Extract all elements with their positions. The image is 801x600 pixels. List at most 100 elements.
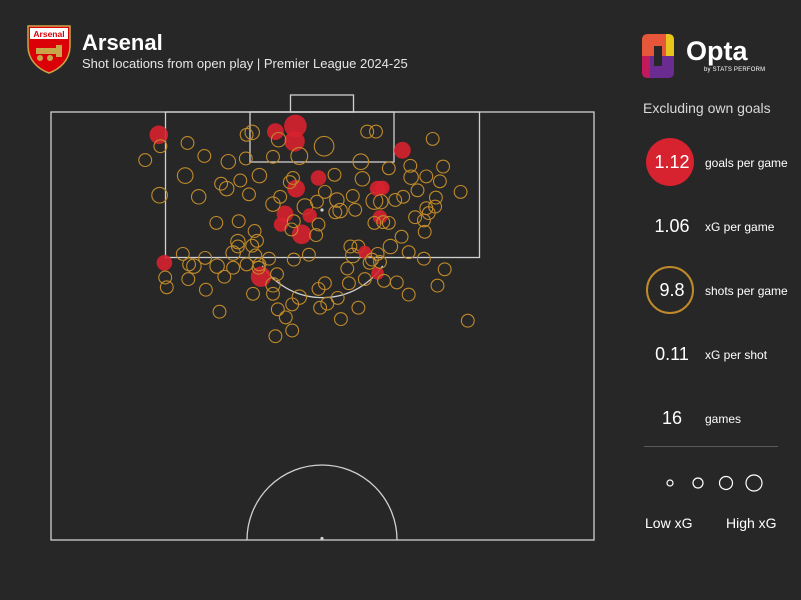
shot-marker [197, 149, 212, 163]
shot-marker [408, 210, 423, 225]
shot-marker [419, 201, 434, 216]
shot-marker [428, 190, 443, 205]
shot-marker [246, 286, 260, 301]
stat-xg-per-game: 1.06 xG per game [630, 202, 801, 252]
stat-games: 16 games [630, 394, 801, 444]
stat-value: 1.12 [654, 152, 690, 172]
own-goals-note: Excluding own goals [643, 100, 771, 116]
shot-marker [329, 192, 345, 208]
goal-frame [289, 94, 355, 113]
shot-marker [230, 239, 245, 254]
shot-marker [284, 222, 299, 237]
legend-circle-xs [666, 479, 674, 487]
goal-marker [284, 114, 307, 138]
shot-marker [410, 183, 425, 198]
shot-marker [286, 214, 301, 229]
shot-marker [313, 135, 335, 157]
legend-high-label: High xG [726, 515, 777, 531]
goal-marker [284, 131, 305, 152]
shot-marker [176, 167, 194, 184]
shot-marker [242, 187, 256, 202]
shot-marker [313, 300, 328, 315]
stat-value: 1.06 [654, 216, 690, 236]
goal-marker [375, 180, 390, 195]
pitch-markings [50, 94, 595, 541]
shot-marker [209, 258, 225, 274]
shot-marker [239, 127, 254, 142]
shot-marker [270, 131, 287, 148]
center-spot [320, 536, 324, 541]
shot-marker [266, 286, 280, 301]
stat-value: 0.11 [655, 344, 689, 364]
stat-value: 9.8 [659, 280, 685, 300]
opta-wordmark: Opta [686, 36, 748, 66]
shot-marker [233, 173, 248, 188]
shot-marker [159, 280, 174, 295]
goal-marker [156, 254, 173, 271]
opta-logo-icon [642, 34, 674, 78]
shot-marker [250, 233, 264, 248]
shot-marker [365, 252, 379, 267]
shot-marker [198, 282, 213, 297]
shot-marker [320, 296, 335, 311]
shot-marker [270, 267, 284, 282]
shot-marker [138, 153, 153, 168]
shot-marker [332, 202, 348, 219]
shot-marker [278, 310, 293, 325]
shot-marker [428, 199, 443, 214]
shot-marker [352, 153, 370, 171]
shot-marker [416, 251, 431, 266]
shot-marker [416, 213, 431, 228]
goal-marker [302, 208, 317, 223]
shot-marker [453, 184, 468, 199]
shot-marker [175, 246, 190, 261]
shot-marker [360, 124, 375, 139]
shot-marker [190, 189, 207, 205]
legend-circle-md [718, 475, 734, 491]
shot-marker [367, 215, 382, 230]
stat-value: 16 [661, 408, 683, 428]
shot-marker [238, 151, 253, 166]
shot-marker [343, 239, 358, 254]
goal-marker [149, 125, 169, 145]
goal-marker [273, 217, 289, 232]
stat-xg-per-shot: 0.11 xG per shot [630, 330, 801, 380]
shot-marker [345, 189, 360, 203]
panel-divider [644, 446, 778, 447]
shot-marker [437, 262, 452, 277]
shot-marker [376, 215, 391, 230]
shot-marker [273, 189, 288, 204]
shot-marker [327, 167, 342, 182]
shot-marker [389, 275, 404, 290]
shot-marker [220, 153, 237, 170]
shot-marker [381, 215, 396, 230]
shot-marker [309, 228, 324, 243]
goal-marker [250, 266, 272, 287]
shot-marker [217, 269, 232, 284]
shot-marker [180, 136, 195, 150]
shot-marker [382, 238, 399, 255]
shot-marker [419, 169, 434, 184]
shot-marker [181, 272, 196, 287]
shot-marker [370, 246, 385, 261]
shot-marker [158, 270, 173, 285]
shot-marker [377, 273, 391, 288]
center-circle-arc [246, 464, 398, 541]
opta-subtitle: by STATS PERFORM [704, 67, 766, 73]
goal-marker [358, 245, 372, 259]
shot-marker [282, 175, 297, 190]
goal-marker [267, 123, 284, 140]
shot-marker [251, 260, 266, 275]
stat-goals-per-game: 1.12 goals per game [630, 138, 801, 188]
xg-size-legend [666, 474, 763, 492]
shot-marker [251, 167, 268, 184]
shot-marker [301, 247, 316, 262]
shot-marker [432, 174, 447, 189]
shot-marker [186, 258, 202, 274]
team-title: Arsenal [82, 30, 163, 55]
stats-panel: Excluding own goals 1.12 goals per game … [630, 96, 801, 556]
shot-marker [262, 251, 276, 266]
goal-marker [291, 224, 312, 245]
shot-marker [247, 224, 262, 238]
